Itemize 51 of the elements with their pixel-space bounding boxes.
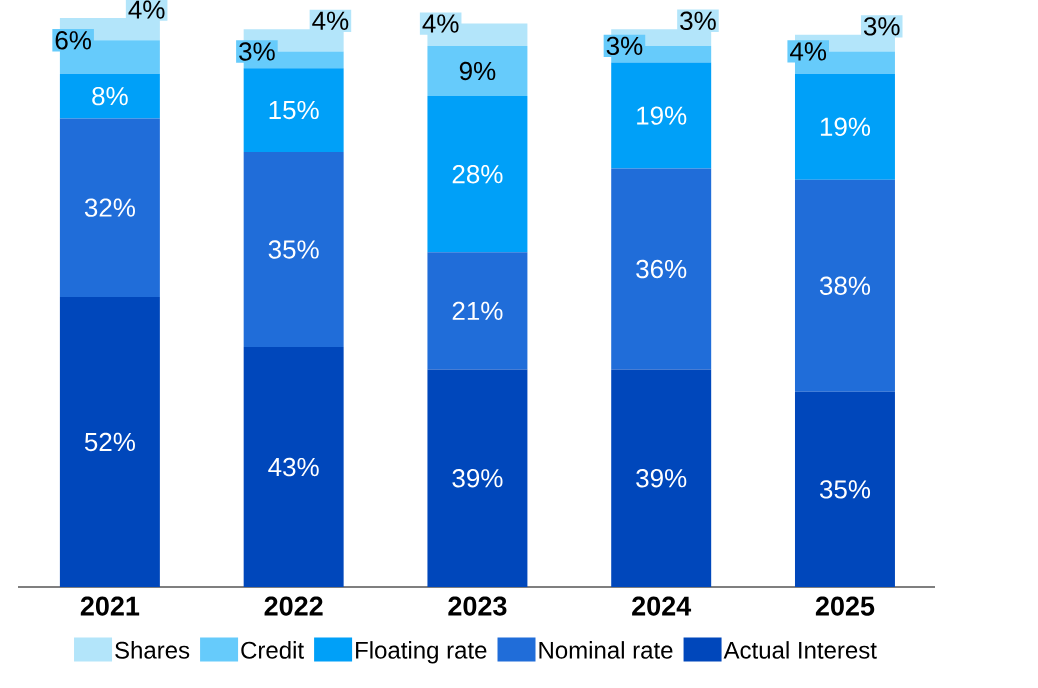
bar [243, 151, 344, 348]
bar [794, 391, 895, 587]
data-label: 4% [128, 0, 165, 19]
data-label: 19% [637, 106, 687, 125]
data-label: 3% [863, 17, 900, 36]
data-label: 3% [239, 42, 275, 61]
data-label: 28% [452, 164, 503, 184]
bar [59, 296, 160, 587]
data-label: 9% [459, 61, 496, 81]
data-label: 32% [84, 198, 135, 217]
legend-label: Floating rate [356, 641, 487, 664]
x-tick-label: 2021 [80, 596, 140, 616]
data-label: 15% [269, 100, 319, 120]
data-label: 4% [790, 42, 827, 61]
bar [611, 62, 712, 169]
bar [243, 347, 344, 587]
bar [611, 369, 712, 587]
data-label: 39% [452, 469, 503, 488]
legend-label: Shares [115, 641, 190, 659]
x-tick-label: 2023 [448, 596, 507, 616]
x-tick-label: 2025 [815, 596, 875, 616]
data-label: 43% [268, 457, 319, 477]
data-label: 3% [680, 11, 716, 30]
x-tick-label: 2024 [632, 596, 692, 616]
data-label: 8% [92, 86, 128, 106]
data-label: 3% [606, 36, 643, 56]
bar [794, 73, 895, 180]
legend-label: Nominal rate [539, 641, 673, 659]
data-label: 21% [452, 301, 503, 321]
legend-label: Actual Interest [723, 641, 877, 659]
bar [427, 96, 528, 253]
bar [427, 252, 528, 370]
data-label: 39% [636, 469, 687, 488]
legend-label: Credit [241, 641, 304, 659]
data-label: 52% [84, 432, 135, 452]
bar [243, 68, 344, 152]
bar [611, 168, 712, 370]
bar [59, 118, 160, 297]
data-label: 35% [268, 240, 319, 259]
data-label: 36% [636, 259, 687, 279]
data-label: 4% [422, 14, 459, 33]
data-label: 6% [55, 31, 91, 50]
data-label: 4% [312, 11, 349, 30]
data-label: 35% [819, 480, 871, 499]
x-tick-label: 2022 [264, 596, 323, 616]
bar [794, 179, 895, 392]
bar [59, 73, 160, 119]
bar [427, 369, 528, 587]
data-label: 19% [820, 117, 871, 136]
bar [427, 45, 528, 97]
data-label: 38% [819, 276, 871, 295]
